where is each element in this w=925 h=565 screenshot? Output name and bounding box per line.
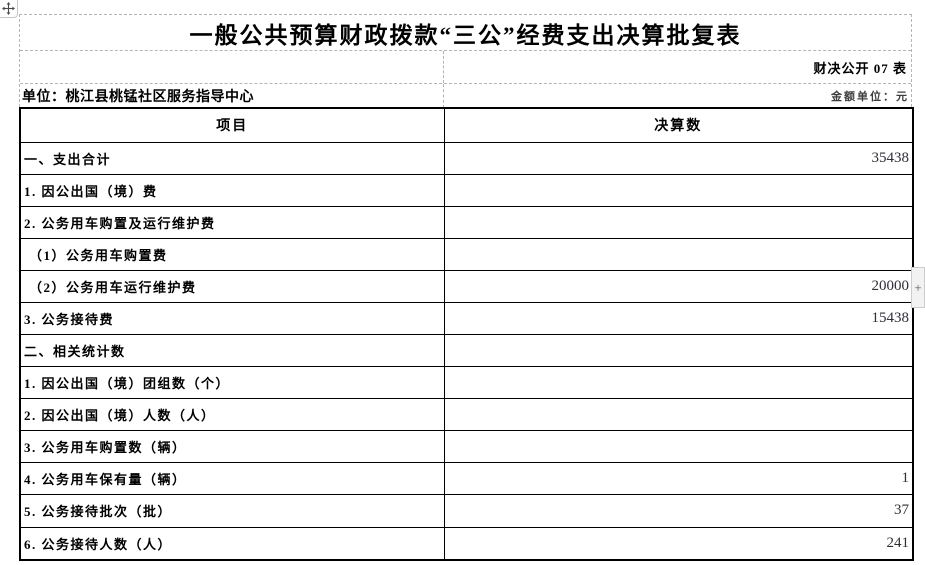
table-header-row: 项目 决算数	[19, 107, 914, 143]
table-row: 2. 因公出国（境）人数（人）	[19, 398, 914, 432]
row-label-cell[interactable]: 2. 公务用车购置及运行维护费	[19, 206, 445, 240]
row-value-cell[interactable]	[443, 334, 914, 368]
row-value-cell[interactable]	[443, 206, 914, 240]
row-value-cell[interactable]	[443, 238, 914, 272]
table-row: 1. 因公出国（境）团组数（个）	[19, 366, 914, 400]
row-label-cell[interactable]: 3. 公务用车购置数（辆）	[19, 430, 445, 464]
unit-cell[interactable]: 单位：桃江县桃锰社区服务指导中心	[20, 84, 444, 108]
column-header-item[interactable]: 项目	[19, 107, 445, 143]
row-label-cell[interactable]: 4. 公务用车保有量（辆）	[19, 462, 445, 496]
row-label-cell[interactable]: 3. 公务接待费	[19, 302, 445, 336]
table-move-handle[interactable]	[0, 0, 18, 18]
unit-row: 单位：桃江县桃锰社区服务指导中心 金额单位：元	[20, 84, 911, 108]
table-row: 6. 公务接待人数（人） 241	[19, 526, 914, 561]
table-row: 一、支出合计 35438	[19, 141, 914, 176]
row-label-cell[interactable]: 6. 公务接待人数（人）	[19, 526, 445, 561]
row-value-cell[interactable]	[443, 173, 914, 208]
budget-table: 项目 决算数 一、支出合计 35438 1. 因公出国（境）费 2. 公务用车购…	[19, 107, 914, 561]
table-row: （1）公务用车购置费	[19, 238, 914, 272]
form-number-row: 财决公开 07 表	[20, 51, 911, 84]
row-value-cell[interactable]: 35438	[443, 141, 914, 176]
row-label-cell[interactable]: 5. 公务接待批次（批）	[19, 494, 445, 528]
form-number-label: 财决公开 07 表	[813, 60, 907, 76]
row-value-cell[interactable]: 37	[443, 494, 914, 528]
table-row: （2）公务用车运行维护费 20000	[19, 270, 914, 304]
table-row: 二、相关统计数	[19, 334, 914, 368]
row-value-cell[interactable]	[443, 398, 914, 432]
row-value-cell[interactable]: 241	[443, 526, 914, 561]
row-label-cell[interactable]: 1. 因公出国（境）费	[19, 173, 445, 208]
amount-unit-cell[interactable]: 金额单位：元	[444, 84, 911, 108]
insert-row-button[interactable]: +	[911, 267, 925, 308]
unit-name-label: 单位：桃江县桃锰社区服务指导中心	[22, 90, 254, 105]
row-value-cell[interactable]: 1	[443, 462, 914, 496]
form-number-row-right-cell[interactable]: 财决公开 07 表	[444, 51, 911, 83]
table-row: 1. 因公出国（境）费	[19, 173, 914, 208]
title-row[interactable]: 一般公共预算财政拨款“三公”经费支出决算批复表	[20, 15, 911, 51]
amount-unit-label: 金额单位：元	[831, 91, 909, 103]
table-row: 5. 公务接待批次（批） 37	[19, 494, 914, 528]
column-header-amount[interactable]: 决算数	[443, 107, 914, 143]
table-row: 2. 公务用车购置及运行维护费	[19, 206, 914, 240]
row-label-cell[interactable]: 1. 因公出国（境）团组数（个）	[19, 366, 445, 400]
page-title: 一般公共预算财政拨款“三公”经费支出决算批复表	[189, 22, 742, 48]
table-row: 3. 公务用车购置数（辆）	[19, 430, 914, 464]
row-label-cell[interactable]: 二、相关统计数	[19, 334, 445, 368]
row-label-cell[interactable]: （1）公务用车购置费	[19, 238, 445, 272]
row-value-cell[interactable]: 20000	[443, 270, 914, 304]
form-number-row-left-cell[interactable]	[20, 51, 444, 83]
row-label-cell[interactable]: 一、支出合计	[19, 141, 445, 176]
table-header-section: 一般公共预算财政拨款“三公”经费支出决算批复表 财决公开 07 表 单位：桃江县…	[19, 14, 912, 108]
table-row: 3. 公务接待费 15438	[19, 302, 914, 336]
row-label-cell[interactable]: 2. 因公出国（境）人数（人）	[19, 398, 445, 432]
row-value-cell[interactable]	[443, 366, 914, 400]
row-value-cell[interactable]: 15438	[443, 302, 914, 336]
move-arrows-icon	[2, 2, 15, 20]
row-value-cell[interactable]	[443, 430, 914, 464]
table-row: 4. 公务用车保有量（辆） 1	[19, 462, 914, 496]
row-label-cell[interactable]: （2）公务用车运行维护费	[19, 270, 445, 304]
